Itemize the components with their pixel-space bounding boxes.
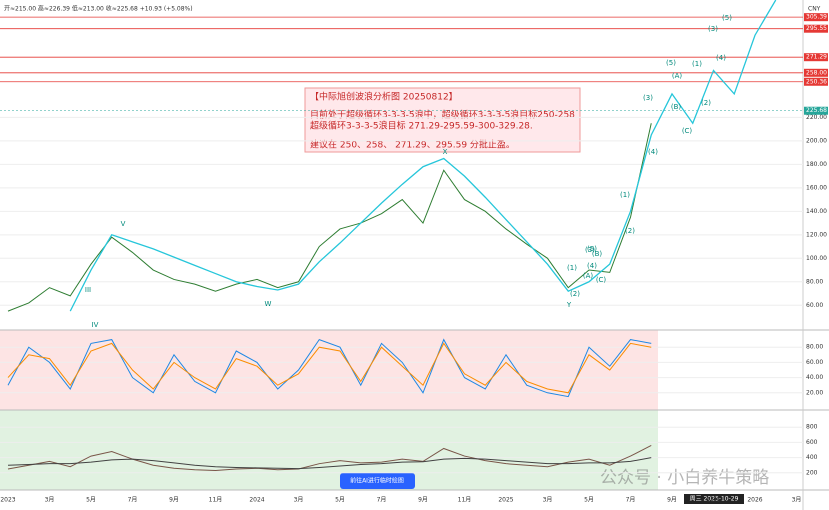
y-tick-label: 200.00: [806, 137, 827, 144]
x-tick-label: 3月: [543, 497, 553, 504]
annotation-line: 目前处于超级循环3-3-3-5浪中，超级循环3-3-3-5浪目标250-258: [310, 109, 575, 121]
last-price-label: 225.68: [806, 107, 827, 114]
y-tick-label: 140.00: [806, 208, 827, 215]
wave-label: (5): [666, 59, 676, 67]
atr-bg: [0, 410, 658, 490]
wave-label: (2): [570, 290, 580, 298]
x-tick-label: 2023: [0, 497, 15, 504]
wave-label: (A): [672, 72, 683, 80]
wave-label: (1): [692, 60, 702, 68]
x-tick-label: 3月: [294, 497, 304, 504]
series-line: [7, 338, 652, 398]
annotation: 【中际旭创波浪分析图 20250812】 目前处于超级循环3-3-3-5浪中，超…: [304, 87, 581, 153]
ai-button-label[interactable]: 前往AI进行临时绘图: [350, 477, 404, 485]
wave-label: (4): [587, 262, 597, 270]
x-tick-label: 11月: [209, 497, 223, 504]
series-line: [69, 0, 777, 312]
level-label-bg: [804, 77, 828, 86]
y-tick-label: 100.00: [806, 255, 827, 262]
x-tick-label: 3月: [45, 497, 55, 504]
y-tick-label: 120.00: [806, 231, 827, 238]
x-tick-label: 9月: [169, 497, 179, 504]
wave-label: X: [443, 148, 448, 156]
wave-label: (C): [682, 127, 693, 135]
wave-label: (3): [708, 25, 718, 33]
series-line: [7, 342, 652, 394]
y-tick-label: 20.00: [806, 389, 823, 396]
annotation-line: 建议在 250、258、 271.29、295.59 分批止盈。: [310, 139, 515, 151]
annotation-title: 【中际旭创波浪分析图 20250812】: [310, 91, 458, 103]
currency: CNY: [808, 6, 821, 13]
wave-label: W: [265, 300, 272, 308]
wave-label: (3): [585, 246, 595, 254]
wave-label: Y: [566, 301, 572, 309]
wave-label: (B): [671, 103, 682, 111]
x-tick-label: 5月: [335, 497, 345, 504]
series-line: [7, 457, 652, 470]
last-price-bg: [804, 106, 828, 115]
y-tick-label: 400: [806, 454, 818, 461]
date-label-bg: [684, 494, 744, 504]
x-tick-label: 2025: [498, 497, 513, 504]
y-tick-label: 200: [806, 469, 818, 476]
series-line: [7, 444, 652, 472]
wave-label: (3): [643, 94, 653, 102]
y-tick-label: 160.00: [806, 184, 827, 191]
level-label: 258.00: [806, 69, 827, 76]
x-tick-label: 7月: [128, 497, 138, 504]
wave-label: (B): [592, 250, 603, 258]
y-tick-label: 60.00: [806, 359, 823, 366]
y-tick-label: 40.00: [806, 374, 823, 381]
wave-label: (5): [722, 14, 732, 22]
wave-label: (A): [583, 272, 594, 280]
series-line: [7, 123, 652, 312]
y-tick-label: 800: [806, 424, 818, 431]
x-tick-label: 7月: [626, 497, 636, 504]
wave-label: (4): [716, 54, 726, 62]
x-tick-label: 3月: [792, 497, 802, 504]
wave-label: (1): [620, 191, 630, 199]
wave-label: V: [121, 220, 126, 228]
wave-label: IV: [92, 321, 99, 329]
annotation-line: 超级循环3-3-3-5浪目标 271.29-295.59-300-329.28.: [310, 120, 533, 132]
wave-label: (2): [625, 227, 635, 235]
x-tick-label: 7月: [377, 497, 387, 504]
y-tick-label: 600: [806, 439, 818, 446]
x-tick-label: 11月: [707, 497, 721, 504]
level-label-bg: [804, 13, 828, 22]
wave-label: (C): [596, 276, 607, 284]
level-label: 295.55: [806, 25, 827, 32]
wave-label: III: [85, 286, 91, 294]
wave-label: (4): [648, 148, 658, 156]
wave-label: (5): [587, 245, 597, 253]
x-tick-label: 9月: [667, 497, 677, 504]
x-tick-label: 2024: [249, 497, 264, 504]
level-label: 271.29: [806, 54, 827, 61]
x-tick-label: 11月: [458, 497, 472, 504]
y-tick-label: 220.00: [806, 114, 827, 121]
y-tick-label: 60.00: [806, 302, 823, 309]
x-tick-label: 5月: [86, 497, 96, 504]
level-label: 250.36: [806, 78, 827, 85]
x-tick-label: 5月: [584, 497, 594, 504]
level-label-bg: [804, 24, 828, 33]
ohlc-header: 开≈215.00 高≈226.39 低≈213.00 收≈225.68 +10.…: [4, 5, 193, 13]
y-tick-label: 80.00: [806, 278, 823, 285]
level-label: 305.39: [806, 14, 827, 21]
x-tick-label: 9月: [418, 497, 428, 504]
level-label-bg: [804, 68, 828, 77]
watermark: 公众号 · 小白养牛策略: [600, 468, 769, 488]
wave-label: (2): [701, 99, 711, 107]
y-tick-label: 180.00: [806, 161, 827, 168]
y-tick-label: 80.00: [806, 344, 823, 351]
date-label: 周三 2025-10-29: [690, 496, 739, 503]
wave-label: (1): [567, 264, 577, 272]
ai-button[interactable]: [340, 473, 415, 489]
x-tick-label: 2026: [747, 497, 762, 504]
level-label-bg: [804, 53, 828, 62]
